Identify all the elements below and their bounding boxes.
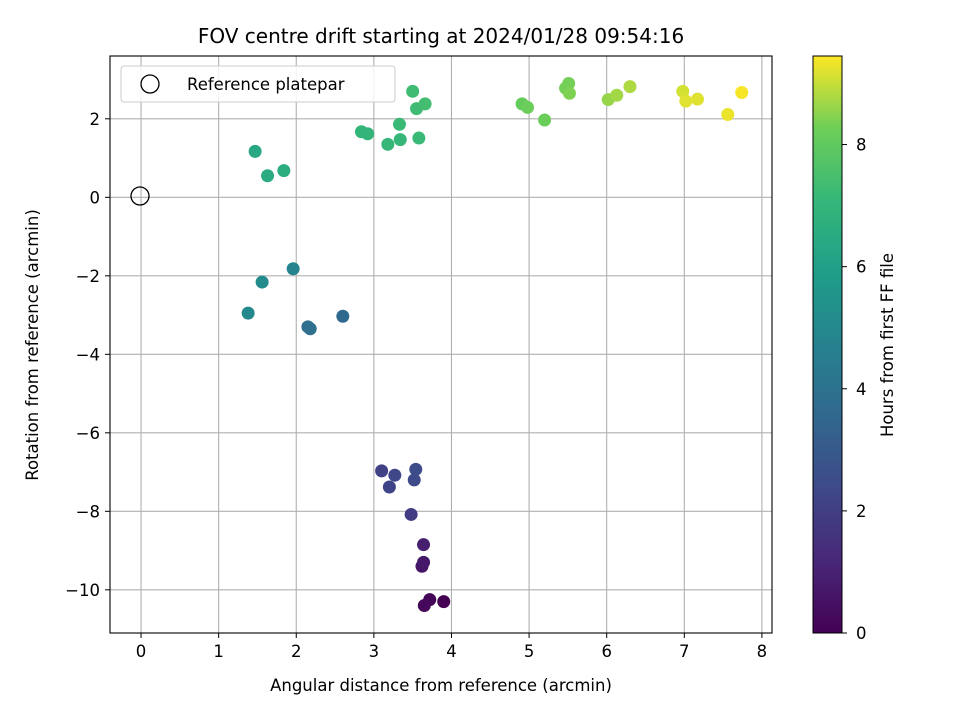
colorbar-label: Hours from first FF file — [878, 253, 897, 437]
x-tick-label: 3 — [369, 642, 380, 661]
data-point — [255, 275, 269, 289]
colorbar-gradient — [812, 55, 843, 634]
data-point — [336, 309, 350, 323]
legend-label: Reference platepar — [187, 75, 345, 94]
data-point — [277, 164, 291, 178]
data-point — [562, 86, 576, 100]
x-axis: 0 1 2 3 4 5 6 7 8 — [136, 633, 767, 661]
data-point — [417, 538, 431, 552]
data-point — [392, 117, 406, 131]
y-axis-label: Rotation from reference (arcmin) — [23, 209, 42, 481]
colorbar: 0 2 4 6 8 Hours from first FF file — [812, 55, 897, 643]
data-point — [521, 100, 535, 114]
data-point — [406, 84, 420, 98]
chart-title: FOV centre drift starting at 2024/01/28 … — [198, 24, 684, 48]
plot-frame — [109, 55, 773, 634]
reference-marker — [130, 186, 150, 206]
data-points — [241, 76, 749, 613]
data-point — [286, 262, 300, 276]
legend-marker-icon — [140, 74, 160, 94]
x-tick-label: 0 — [136, 642, 147, 661]
colorbar-ticks: 0 2 4 6 8 — [842, 136, 867, 643]
data-point — [412, 131, 426, 145]
data-point — [418, 97, 432, 111]
data-point — [417, 599, 431, 613]
data-point — [417, 555, 431, 569]
data-point — [261, 169, 275, 183]
data-point — [375, 464, 389, 478]
colorbar-tick-label: 0 — [856, 624, 867, 643]
colorbar-tick-label: 6 — [856, 258, 867, 277]
colorbar-tick-label: 8 — [856, 136, 867, 155]
y-tick-label: −10 — [65, 581, 100, 600]
data-point — [303, 322, 317, 336]
data-point — [404, 507, 418, 521]
data-point — [409, 462, 423, 476]
y-tick-label: −6 — [76, 424, 100, 443]
data-point — [381, 137, 395, 151]
data-point — [382, 480, 396, 494]
data-point — [361, 127, 375, 141]
data-point — [676, 84, 690, 98]
data-point — [437, 595, 451, 609]
y-tick-label: −2 — [76, 267, 100, 286]
data-point — [388, 468, 402, 482]
y-tick-label: 2 — [90, 110, 101, 129]
grid — [110, 56, 772, 633]
data-point — [562, 76, 576, 90]
data-point — [393, 133, 407, 147]
x-tick-label: 8 — [757, 642, 768, 661]
y-axis: 2 0 −2 −4 −6 −8 −10 — [65, 110, 110, 600]
x-tick-label: 4 — [446, 642, 457, 661]
y-tick-label: −8 — [76, 502, 100, 521]
data-point — [241, 306, 255, 320]
data-point — [721, 107, 735, 121]
x-tick-label: 6 — [601, 642, 612, 661]
colorbar-tick-label: 4 — [856, 380, 867, 399]
x-tick-label: 2 — [291, 642, 302, 661]
x-tick-label: 5 — [524, 642, 535, 661]
data-point — [538, 113, 552, 127]
legend-box — [120, 65, 396, 103]
data-point — [679, 94, 693, 108]
y-tick-label: −4 — [76, 345, 100, 364]
x-tick-label: 1 — [213, 642, 224, 661]
data-point — [610, 88, 624, 102]
data-point — [407, 473, 421, 487]
legend: Reference platepar — [120, 65, 396, 103]
y-tick-label: 0 — [90, 188, 101, 207]
data-point — [690, 92, 704, 106]
x-tick-label: 7 — [679, 642, 690, 661]
colorbar-tick-label: 2 — [856, 502, 867, 521]
data-point — [248, 144, 262, 158]
x-axis-label: Angular distance from reference (arcmin) — [270, 676, 612, 695]
data-point — [623, 80, 637, 94]
data-point — [735, 86, 749, 100]
